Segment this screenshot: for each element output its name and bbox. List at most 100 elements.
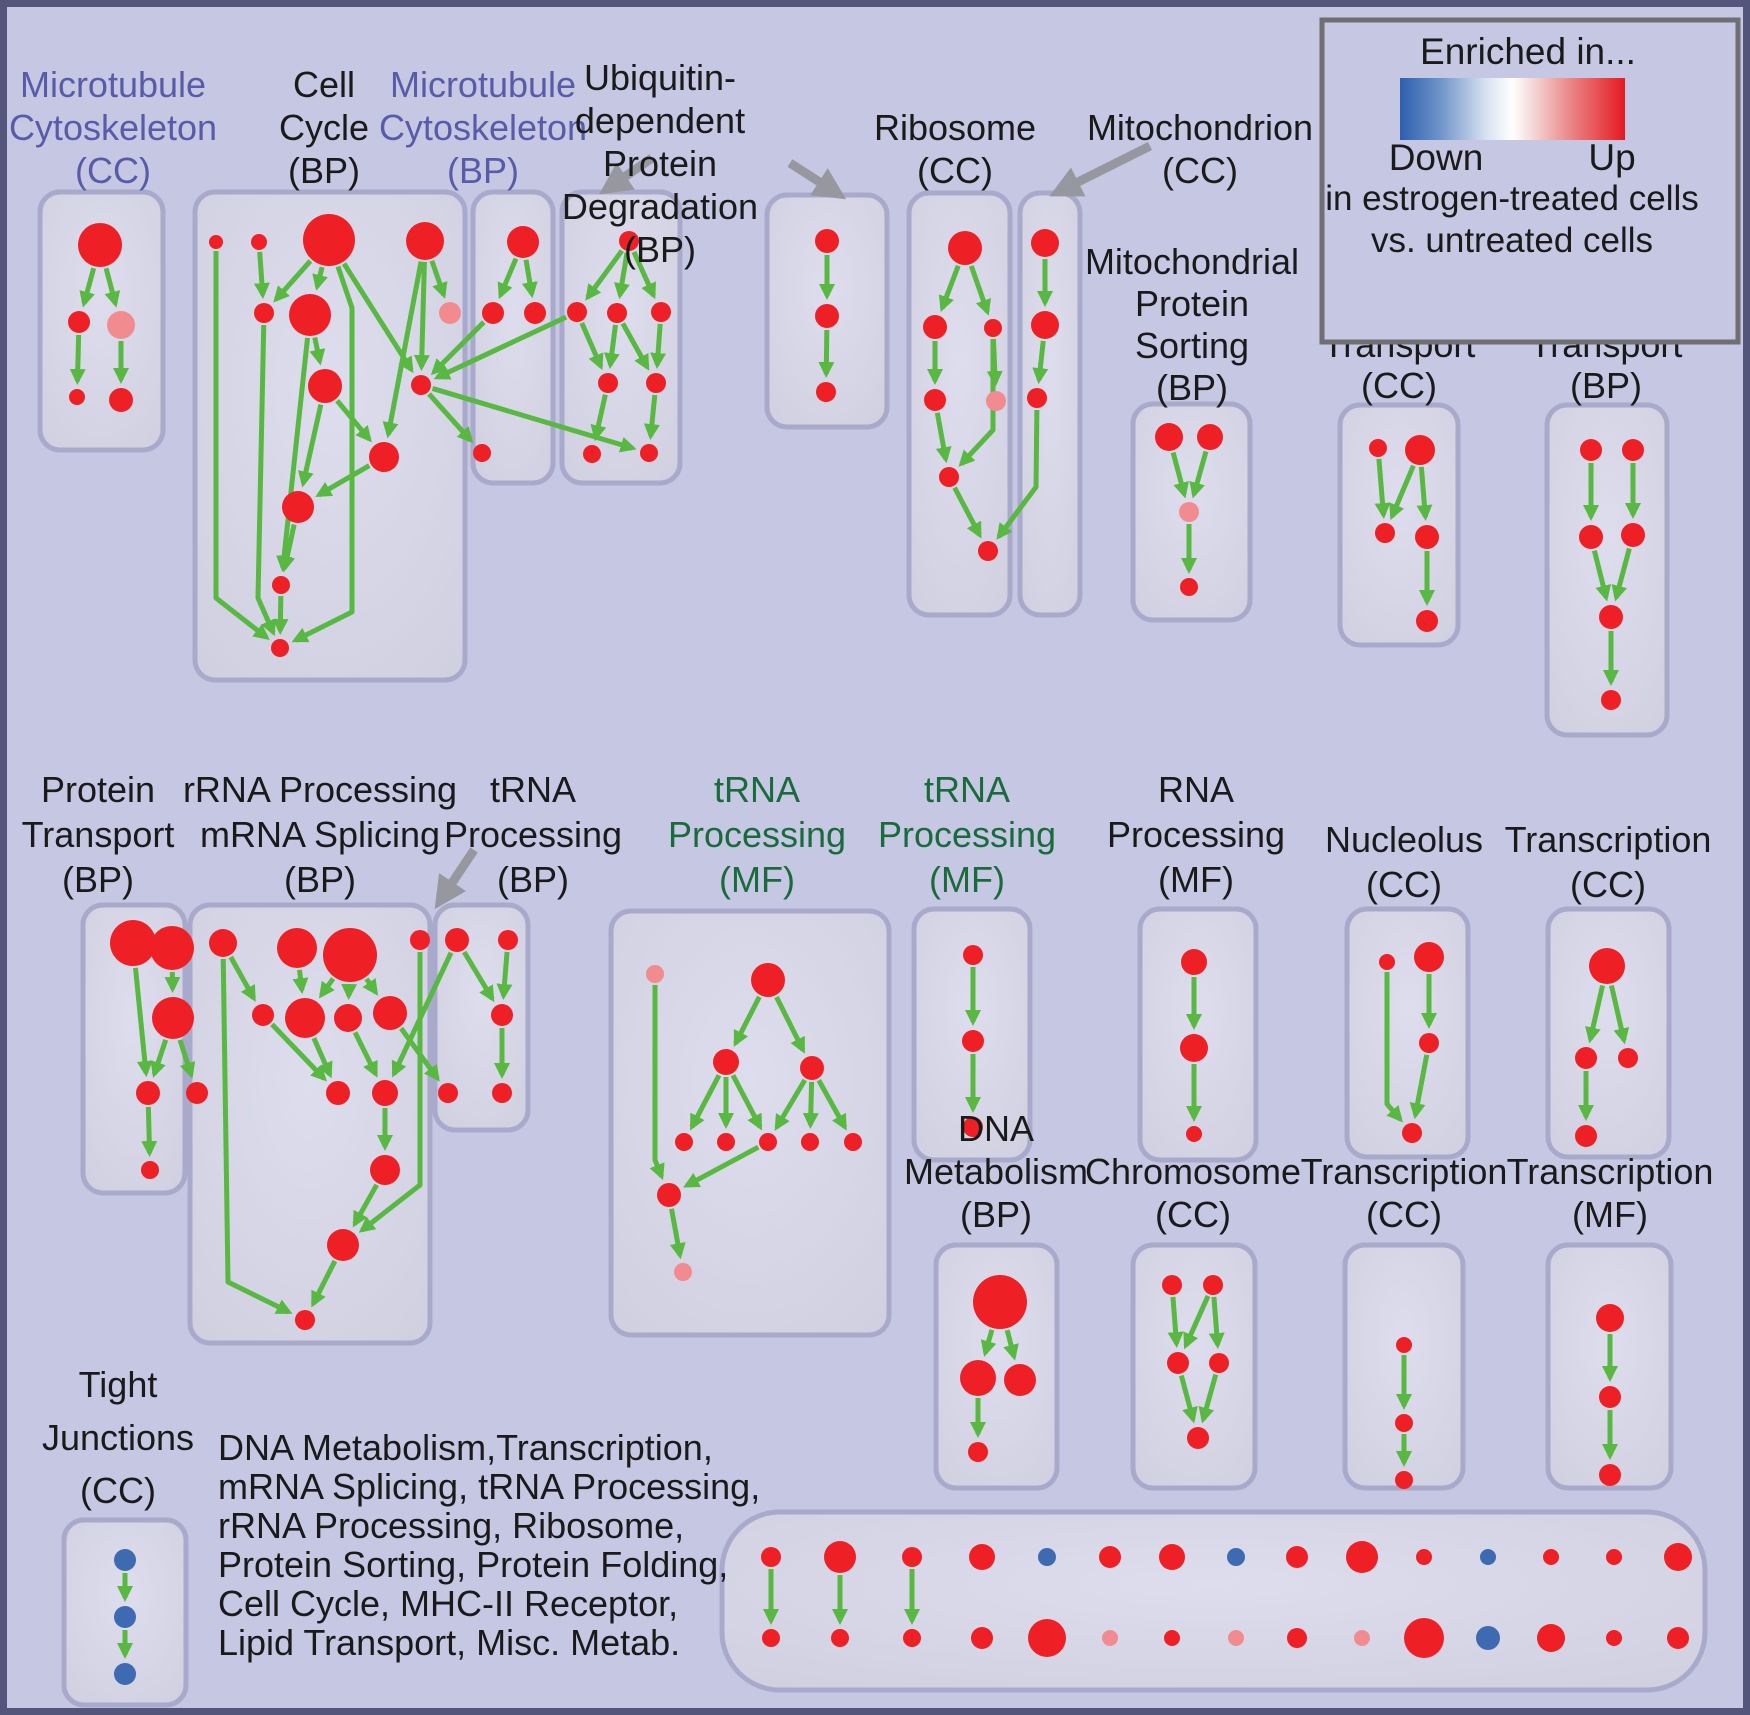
trna-processing-bp-node-3 xyxy=(491,1004,513,1026)
label-mitochondrion-cc-line-2: (CC) xyxy=(1162,150,1238,191)
cluster-rna-transport-bp-box xyxy=(1544,402,1670,738)
ubiquitin-degradation-2-node-2 xyxy=(816,382,836,402)
protein-transport-bp-node-0 xyxy=(110,920,156,966)
grid-bottom-node-2 xyxy=(903,1629,921,1647)
note-line-6: Lipid Transport, Misc. Metab. xyxy=(218,1622,680,1663)
cross-edge-6 xyxy=(399,1026,440,1082)
ubiquitin-degradation-node-3 xyxy=(651,302,671,322)
label-dna-metabolism-bp-line-2: Metabolism xyxy=(904,1151,1088,1192)
rrna-processing-mrna-splicing-node-8 xyxy=(326,1081,350,1105)
rna-processing-mf-node-1 xyxy=(1180,1034,1208,1062)
chromosome-cc-node-2 xyxy=(1167,1352,1189,1374)
cross-edge-4 xyxy=(996,409,1040,540)
rrna-processing-mrna-splicing-node-12 xyxy=(295,1310,315,1330)
cell-cycle-edge-7 xyxy=(382,261,424,439)
trna-processing-mf-1-edge-6 xyxy=(802,1081,819,1130)
cross-edge-3 xyxy=(431,386,637,453)
dna-metabolism-bp-node-2 xyxy=(1004,1364,1036,1396)
grid-top-node-1 xyxy=(824,1541,856,1573)
cell-cycle-edge-10 xyxy=(335,399,372,443)
rrna-processing-mrna-splicing-node-5 xyxy=(285,998,325,1038)
rrna-processing-mrna-splicing-edge-4 xyxy=(362,977,379,996)
label-rrna-processing-mrna-splicing-line-2: mRNA Splicing xyxy=(200,814,440,855)
tight-junctions-cc-node-2 xyxy=(114,1663,136,1685)
legend-gradient-bar xyxy=(1400,78,1625,140)
trna-processing-mf-1-edge-0 xyxy=(733,995,762,1047)
rrna-processing-mrna-splicing-node-4 xyxy=(252,1004,274,1026)
label-rna-processing-mf-line-2: Processing xyxy=(1107,814,1285,855)
grid-top-node-7 xyxy=(1227,1548,1245,1566)
ubiquitin-degradation-edge-7 xyxy=(590,394,608,442)
mitochondrion-cc-node-2 xyxy=(1027,388,1047,408)
label-ribosome-cc-line-1: Ribosome xyxy=(874,107,1036,148)
rrna-processing-mrna-splicing-node-11 xyxy=(327,1229,359,1261)
mito-protein-sorting-node-2 xyxy=(1179,502,1199,522)
chromosome-cc-node-0 xyxy=(1162,1275,1182,1295)
label-chromosome-cc-line-1: Chromosome xyxy=(1085,1151,1301,1192)
rrna-processing-mrna-splicing-node-2 xyxy=(323,928,377,982)
transcription-cc-mid-node-0 xyxy=(1589,948,1625,984)
cell-cycle-edge-1 xyxy=(273,259,313,303)
mitochondrion-cc-edge-1 xyxy=(1032,340,1049,385)
ribosome-cc-node-6 xyxy=(978,541,998,561)
rrna-processing-mrna-splicing-node-1 xyxy=(277,928,317,968)
mt-cytoskeleton-bp-node-3 xyxy=(473,444,491,462)
ubiquitin-degradation-node-4 xyxy=(598,373,618,393)
mt-cytoskeleton-cc-node-3 xyxy=(69,389,85,405)
cluster-mt-cytoskeleton-cc-box xyxy=(37,189,166,453)
ubiquitin-degradation-edge-4 xyxy=(603,324,620,370)
ubiquitin-degradation-2-node-0 xyxy=(815,229,839,253)
cell-cycle-node-8 xyxy=(439,302,461,324)
label-trna-processing-mf-1-line-3: (MF) xyxy=(719,859,795,900)
label-trna-processing-bp-line-3: (BP) xyxy=(497,859,569,900)
ubiquitin-degradation-node-7 xyxy=(640,444,658,462)
label-tight-junctions-cc-line-3: (CC) xyxy=(80,1470,156,1511)
legend-subtitle-2-line-1: vs. untreated cells xyxy=(1371,221,1653,260)
arrow-to-ubiquitin-box-2-icon xyxy=(787,159,847,200)
mt-cytoskeleton-cc-edge-2 xyxy=(69,334,86,386)
trna-processing-mf-1-edge-1 xyxy=(774,995,806,1054)
nuclear-transport-cc-node-4 xyxy=(1416,610,1438,632)
protein-transport-bp-edge-0 xyxy=(133,967,153,1078)
grid-bottom-node-3 xyxy=(971,1627,993,1649)
cell-cycle-edge-6 xyxy=(429,260,448,299)
trna-processing-mf-2-node-0 xyxy=(963,945,983,965)
trna-processing-mf-1-edge-10 xyxy=(669,1208,686,1260)
trna-processing-bp-node-0 xyxy=(445,928,469,952)
rna-transport-bp-node-2 xyxy=(1579,525,1603,549)
trna-processing-mf-1-edge-8 xyxy=(649,985,665,1181)
ribosome-cc-node-4 xyxy=(986,391,1006,411)
rrna-processing-mrna-splicing-node-7 xyxy=(373,996,407,1030)
mt-cytoskeleton-cc-node-2 xyxy=(107,311,135,339)
cell-cycle-node-10 xyxy=(282,491,314,523)
rrna-processing-mrna-splicing-edge-6 xyxy=(311,1037,333,1079)
cell-cycle-node-11 xyxy=(272,576,290,594)
chromosome-cc-edge-0 xyxy=(1167,1296,1184,1349)
cell-cycle-edge-4 xyxy=(291,265,355,643)
rna-transport-bp-edge-2 xyxy=(1591,549,1612,602)
cell-cycle-node-9 xyxy=(369,442,399,472)
label-nucleolus-cc-line-2: (CC) xyxy=(1366,864,1442,905)
cell-cycle-edge-11 xyxy=(298,403,324,488)
trna-processing-bp-edge-0 xyxy=(462,950,495,1003)
mt-cytoskeleton-cc-node-1 xyxy=(68,311,90,333)
cluster-nuclear-transport-cc-box xyxy=(1337,402,1461,648)
grid-top-node-0 xyxy=(761,1547,781,1567)
rna-processing-mf-node-2 xyxy=(1186,1126,1202,1142)
ribosome-cc-edge-1 xyxy=(968,265,991,316)
ubiquitin-degradation-edge-0 xyxy=(585,249,624,301)
grid-bottom-node-4 xyxy=(1028,1619,1066,1657)
rrna-processing-mrna-splicing-node-10 xyxy=(370,1155,400,1185)
grid-bottom-node-9 xyxy=(1354,1630,1370,1646)
label-dna-metabolism-bp-line-3: (BP) xyxy=(960,1194,1032,1235)
mt-cytoskeleton-cc-edge-0 xyxy=(79,267,97,308)
label-transcription-mf-line-1: Transcription xyxy=(1507,1151,1714,1192)
trna-processing-mf-1-node-3 xyxy=(800,1056,824,1080)
cross-edge-0 xyxy=(430,320,486,376)
nuclear-transport-cc-node-1 xyxy=(1405,435,1435,465)
label-mt-cytoskeleton-cc-line-2: Cytoskeleton xyxy=(9,107,217,148)
grid-top-node-14 xyxy=(1664,1543,1692,1571)
trna-processing-mf-1-node-10 xyxy=(674,1263,692,1281)
cell-cycle-node-3 xyxy=(406,222,444,260)
rrna-processing-mrna-splicing-node-0 xyxy=(209,929,237,957)
